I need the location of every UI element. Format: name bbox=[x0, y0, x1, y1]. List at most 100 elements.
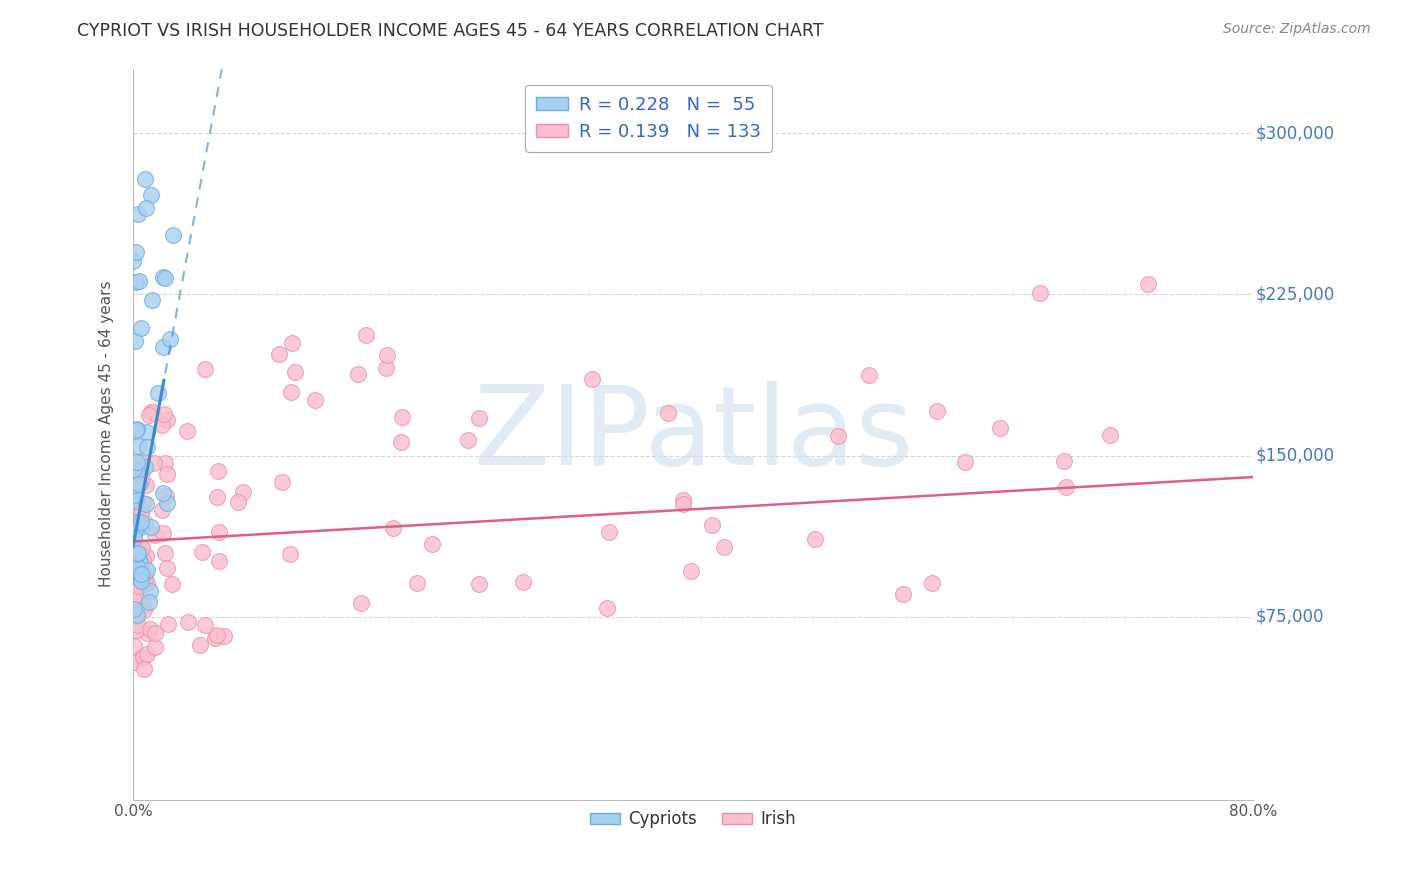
Point bbox=[128, 476, 150, 491]
Point bbox=[672, 497, 695, 511]
Point bbox=[125, 470, 148, 484]
Point bbox=[129, 467, 152, 482]
Point bbox=[139, 188, 162, 202]
Point bbox=[131, 502, 153, 516]
Text: Source: ZipAtlas.com: Source: ZipAtlas.com bbox=[1223, 22, 1371, 37]
Point bbox=[457, 433, 479, 447]
Point bbox=[228, 495, 250, 509]
Text: CYPRIOT VS IRISH HOUSEHOLDER INCOME AGES 45 - 64 YEARS CORRELATION CHART: CYPRIOT VS IRISH HOUSEHOLDER INCOME AGES… bbox=[77, 22, 824, 40]
Point bbox=[375, 349, 398, 363]
Point bbox=[280, 336, 302, 351]
Point bbox=[139, 405, 162, 419]
Point bbox=[134, 566, 156, 581]
Point bbox=[128, 566, 150, 581]
Point bbox=[122, 655, 145, 669]
Point bbox=[152, 485, 174, 500]
Point bbox=[124, 334, 146, 349]
Point bbox=[141, 520, 163, 534]
Point bbox=[131, 541, 153, 555]
Point bbox=[152, 502, 174, 516]
Point bbox=[1029, 286, 1052, 301]
Point bbox=[136, 563, 159, 577]
Point bbox=[129, 566, 152, 581]
Point bbox=[127, 618, 149, 632]
Text: $150,000: $150,000 bbox=[1256, 447, 1334, 465]
Point bbox=[160, 577, 183, 591]
Point bbox=[125, 275, 148, 289]
Point bbox=[122, 524, 145, 539]
Point bbox=[143, 625, 166, 640]
Point bbox=[925, 404, 948, 418]
Point bbox=[1098, 428, 1121, 442]
Point bbox=[125, 607, 148, 622]
Point bbox=[135, 626, 157, 640]
Point bbox=[125, 455, 148, 469]
Point bbox=[382, 520, 405, 534]
Point bbox=[374, 361, 396, 376]
Point bbox=[156, 496, 179, 510]
Point bbox=[125, 467, 148, 482]
Point bbox=[150, 417, 173, 432]
Point bbox=[389, 435, 412, 450]
Point bbox=[269, 347, 291, 361]
Text: ZIPatlas: ZIPatlas bbox=[474, 381, 912, 488]
Point bbox=[127, 439, 149, 453]
Point bbox=[128, 560, 150, 574]
Point bbox=[131, 320, 153, 334]
Point bbox=[581, 372, 603, 386]
Point bbox=[138, 408, 160, 422]
Point bbox=[124, 488, 146, 502]
Point bbox=[124, 568, 146, 582]
Point bbox=[131, 649, 153, 664]
Point bbox=[125, 563, 148, 577]
Point bbox=[124, 516, 146, 531]
Point bbox=[347, 367, 370, 381]
Point bbox=[512, 574, 534, 589]
Point bbox=[132, 602, 155, 616]
Legend: Cypriots, Irish: Cypriots, Irish bbox=[583, 804, 803, 835]
Point bbox=[700, 518, 723, 533]
Point bbox=[139, 584, 162, 599]
Point bbox=[131, 566, 153, 581]
Point bbox=[125, 583, 148, 598]
Point bbox=[127, 547, 149, 561]
Point bbox=[128, 455, 150, 469]
Point bbox=[134, 172, 156, 186]
Point bbox=[135, 478, 157, 492]
Point bbox=[135, 425, 157, 439]
Point bbox=[122, 462, 145, 476]
Point bbox=[127, 421, 149, 435]
Point bbox=[176, 425, 198, 439]
Point bbox=[138, 622, 160, 636]
Point bbox=[134, 460, 156, 475]
Point bbox=[129, 507, 152, 521]
Point bbox=[350, 596, 373, 610]
Point bbox=[953, 455, 976, 469]
Point bbox=[138, 595, 160, 609]
Point bbox=[125, 515, 148, 529]
Point bbox=[143, 640, 166, 654]
Point bbox=[132, 496, 155, 510]
Y-axis label: Householder Income Ages 45 - 64 years: Householder Income Ages 45 - 64 years bbox=[100, 281, 114, 587]
Point bbox=[134, 577, 156, 591]
Point bbox=[122, 602, 145, 616]
Point bbox=[657, 406, 679, 420]
Point bbox=[713, 540, 735, 554]
Point bbox=[212, 629, 235, 643]
Point bbox=[1054, 479, 1077, 493]
Point bbox=[278, 548, 301, 562]
Point bbox=[190, 544, 212, 558]
Point bbox=[125, 464, 148, 478]
Point bbox=[135, 647, 157, 661]
Point bbox=[194, 362, 217, 376]
Point bbox=[304, 393, 326, 408]
Point bbox=[124, 477, 146, 491]
Point bbox=[135, 576, 157, 591]
Point bbox=[124, 482, 146, 496]
Point bbox=[156, 616, 179, 631]
Point bbox=[122, 483, 145, 497]
Point bbox=[128, 274, 150, 288]
Point bbox=[125, 608, 148, 623]
Point bbox=[129, 574, 152, 589]
Point bbox=[891, 587, 914, 601]
